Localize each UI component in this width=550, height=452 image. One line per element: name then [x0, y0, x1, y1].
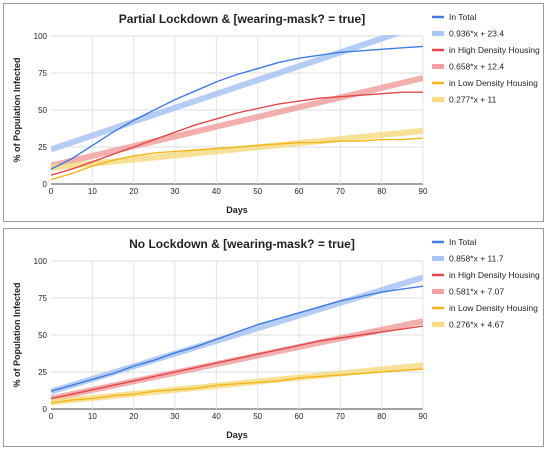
- plot-area: [51, 274, 423, 406]
- y-tick-label: 75: [38, 69, 47, 78]
- y-tick-label: 50: [38, 331, 47, 340]
- x-tick-label: 90: [419, 187, 428, 196]
- legend-entry-in-low-density-housing: in Low Density Housing: [449, 78, 538, 88]
- x-axis-title: Days: [226, 205, 248, 215]
- legend-entry-in-total: In Total: [449, 12, 476, 22]
- legend-entry-0-581-x-7-07: 0.581*x + 7.07: [449, 287, 504, 297]
- legend-entry-0-276-x-4-67: 0.276*x + 4.67: [449, 320, 504, 330]
- x-tick-label: 0: [49, 187, 54, 196]
- chart-title: Partial Lockdown & [wearing-mask? = true…: [119, 12, 365, 26]
- x-tick-label: 50: [253, 187, 262, 196]
- legend-entry-0-658-x-12-4: 0.658*x + 12.4: [449, 62, 504, 72]
- legend-entry-in-high-density-housing: in High Density Housing: [449, 45, 540, 55]
- x-tick-label: 50: [253, 412, 262, 421]
- trendline-0-658-x-12-4: [51, 75, 423, 169]
- x-tick-label: 30: [171, 412, 180, 421]
- y-tick-label: 75: [38, 294, 47, 303]
- y-tick-label: 50: [38, 106, 47, 115]
- chart-no-lockdown: No Lockdown & [wearing-mask? = true] 0 25 5…: [12, 237, 540, 440]
- chart-panel-partial-lockdown: Partial Lockdown & [wearing-mask? = true…: [3, 3, 544, 222]
- x-tick-label: 10: [88, 412, 97, 421]
- chart-partial-lockdown: Partial Lockdown & [wearing-mask? = true…: [12, 12, 540, 215]
- series-line-in-low-density-housing: [51, 368, 423, 404]
- y-axis-title: % of Population Infected: [12, 283, 22, 388]
- x-tick-label: 70: [336, 412, 345, 421]
- y-tick-label: 100: [34, 257, 48, 266]
- x-tick-label: 70: [336, 187, 345, 196]
- x-tick-label: 30: [171, 187, 180, 196]
- y-tick-label: 0: [43, 180, 48, 189]
- series-line-in-total: [51, 45, 423, 170]
- legend-entry-in-high-density-housing: in High Density Housing: [449, 270, 540, 280]
- x-tick-label: 0: [49, 412, 54, 421]
- trendline-0-936-x-23-4: [51, 35, 402, 153]
- x-tick-label: 10: [88, 187, 97, 196]
- legend-entry-0-858-x-11-7: 0.858*x + 11.7: [449, 254, 504, 264]
- y-axis-title: % of Population Infected: [12, 58, 22, 163]
- x-tick-label: 20: [129, 412, 138, 421]
- series-line-in-total: [51, 285, 423, 392]
- series-line-in-high-density-housing: [51, 325, 423, 400]
- y-tick-label: 0: [43, 405, 48, 414]
- x-tick-label: 80: [377, 187, 386, 196]
- trendline-0-277-x-11: [51, 127, 423, 171]
- chart-title: No Lockdown & [wearing-mask? = true]: [129, 237, 355, 251]
- legend-entry-in-total: In Total: [449, 237, 476, 247]
- x-tick-label: 60: [295, 187, 304, 196]
- series-line-in-high-density-housing: [51, 91, 423, 176]
- x-axis-title: Days: [226, 430, 248, 440]
- x-tick-label: 80: [377, 412, 386, 421]
- x-tick-label: 60: [295, 412, 304, 421]
- y-tick-label: 25: [38, 368, 47, 377]
- series-line-in-low-density-housing: [51, 137, 423, 181]
- chart-panel-no-lockdown: No Lockdown & [wearing-mask? = true] 0 25 5…: [3, 228, 544, 447]
- x-tick-label: 20: [129, 187, 138, 196]
- legend-entry-0-277-x-11: 0.277*x + 11: [449, 95, 497, 105]
- plot-area: [51, 35, 423, 181]
- x-tick-label: 40: [212, 412, 221, 421]
- x-tick-label: 40: [212, 187, 221, 196]
- legend-entry-in-low-density-housing: in Low Density Housing: [449, 303, 538, 313]
- x-tick-label: 90: [419, 412, 428, 421]
- legend-entry-0-936-x-23-4: 0.936*x + 23.4: [449, 29, 504, 39]
- y-tick-label: 100: [34, 32, 48, 41]
- y-tick-label: 25: [38, 143, 47, 152]
